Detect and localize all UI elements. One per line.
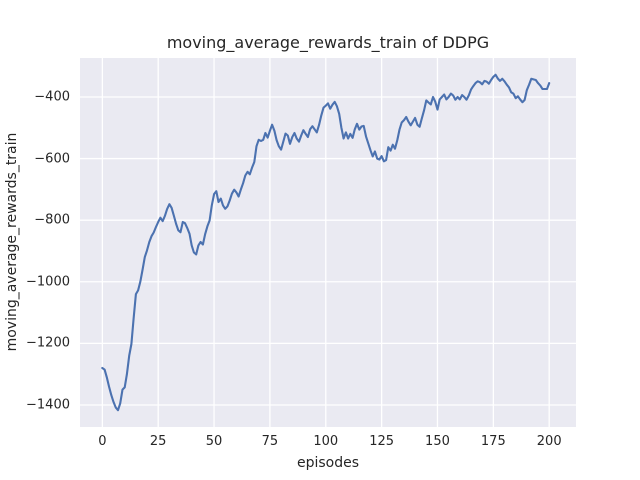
- chart-title: moving_average_rewards_train of DDPG: [166, 33, 490, 52]
- x-tick-label: 100: [313, 434, 339, 449]
- x-axis-label: episodes: [296, 455, 360, 471]
- x-tick-label: 0: [98, 434, 107, 449]
- y-tick-label: −400: [34, 89, 70, 105]
- x-tick-label: 200: [536, 434, 562, 449]
- y-axis-label: moving_average_rewards_train: [4, 132, 20, 352]
- chart-svg: [80, 58, 576, 427]
- x-tick-label: 50: [205, 434, 223, 449]
- y-tick-label: −1400: [26, 397, 70, 413]
- x-tick-label: 150: [425, 434, 450, 449]
- series-line: [101, 73, 551, 412]
- y-tick-label: −800: [34, 212, 70, 228]
- x-tick-label: 125: [369, 434, 395, 449]
- y-tick-label: −1000: [26, 274, 70, 290]
- x-tick-label: 25: [149, 434, 167, 449]
- y-tick-label: −1200: [26, 335, 70, 351]
- y-tick-label: −600: [34, 151, 70, 167]
- x-tick-label: 175: [480, 434, 506, 449]
- plot-area: [80, 58, 576, 427]
- x-tick-label: 75: [261, 434, 279, 449]
